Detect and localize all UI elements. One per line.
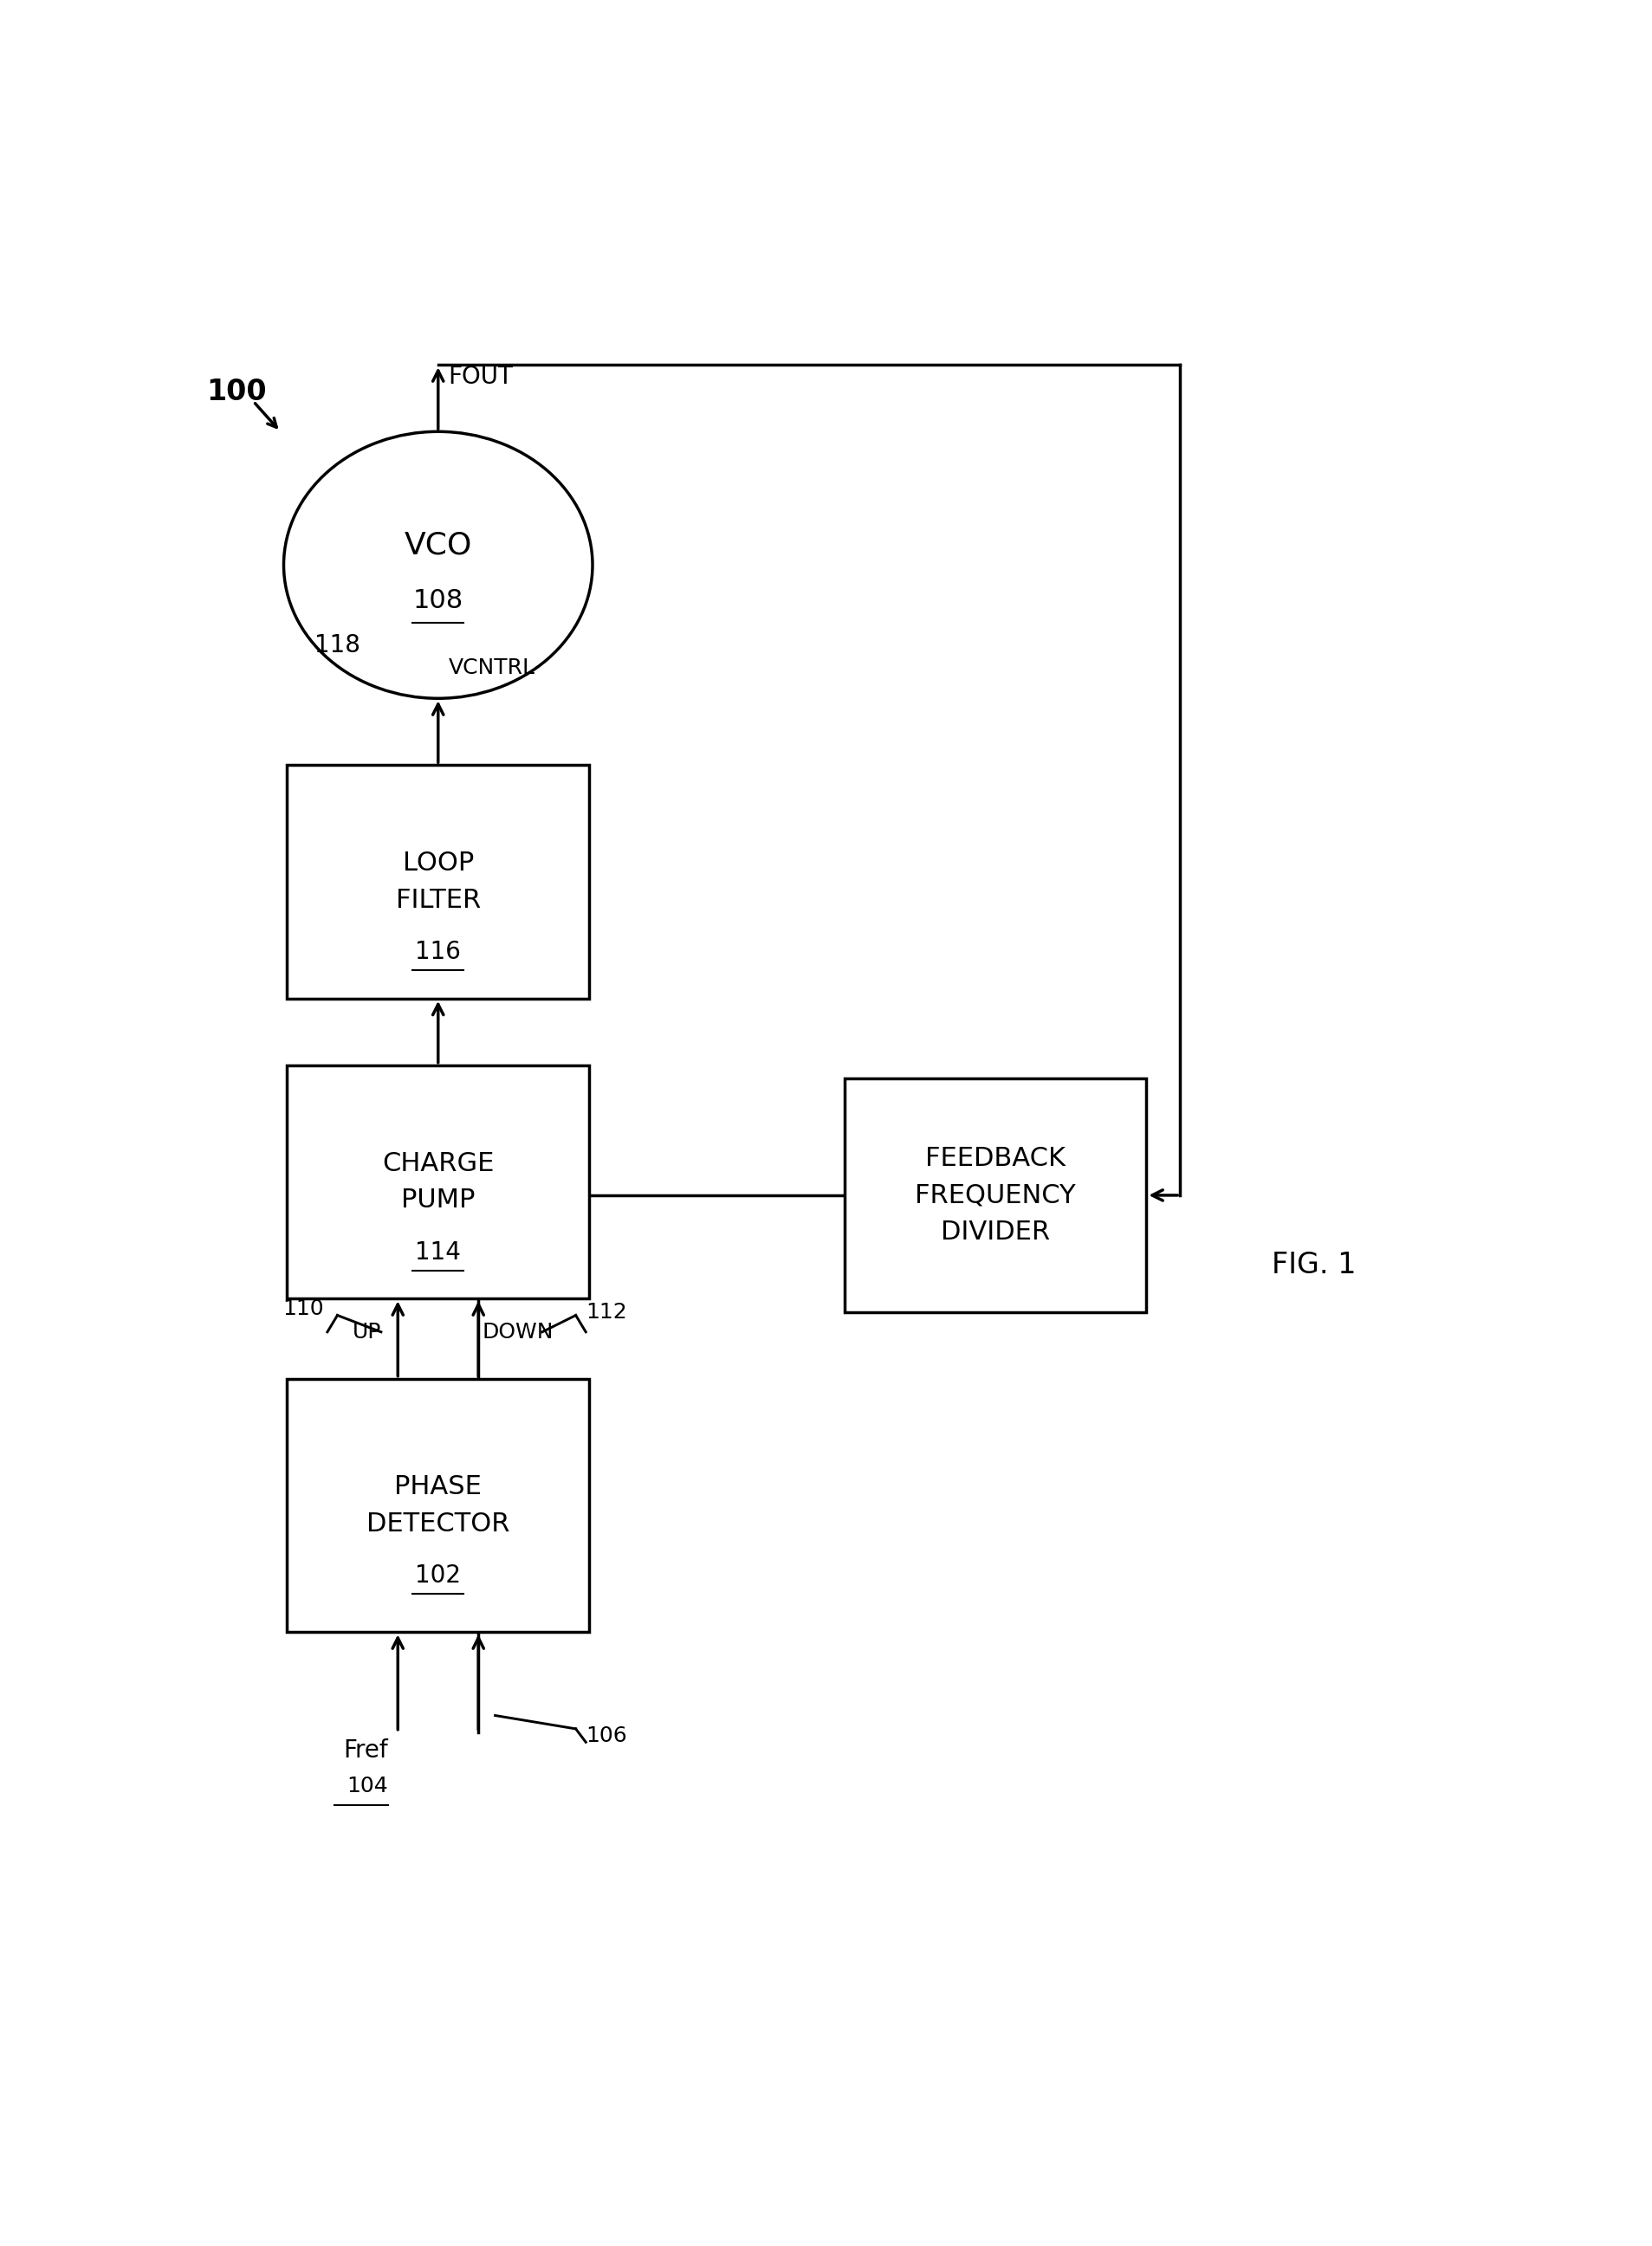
Text: PUMP: PUMP (401, 1188, 476, 1213)
Text: 112: 112 (586, 1303, 628, 1323)
Text: 110: 110 (282, 1298, 324, 1318)
Text: FREQUENCY: FREQUENCY (915, 1184, 1075, 1208)
Text: DIVIDER: DIVIDER (940, 1220, 1051, 1244)
Text: 118: 118 (314, 633, 360, 658)
Text: CHARGE: CHARGE (382, 1150, 494, 1177)
Text: Fref: Fref (344, 1738, 388, 1763)
Text: 108: 108 (413, 588, 463, 613)
Text: 106: 106 (586, 1725, 628, 1745)
Text: FEEDBACK: FEEDBACK (925, 1145, 1066, 1170)
Text: PHASE: PHASE (395, 1473, 482, 1500)
FancyBboxPatch shape (287, 766, 590, 999)
Text: VCO: VCO (405, 530, 472, 559)
FancyBboxPatch shape (844, 1078, 1146, 1312)
Text: LOOP: LOOP (403, 851, 474, 876)
FancyBboxPatch shape (287, 1065, 590, 1298)
Text: DETECTOR: DETECTOR (367, 1512, 510, 1536)
Text: FOUT: FOUT (448, 364, 514, 389)
Text: UP: UP (352, 1321, 382, 1343)
Text: VCNTRL: VCNTRL (448, 658, 535, 678)
Text: 102: 102 (415, 1563, 461, 1588)
Text: 100: 100 (206, 377, 268, 407)
Ellipse shape (284, 431, 593, 699)
Text: FIG. 1: FIG. 1 (1272, 1251, 1356, 1280)
Text: FILTER: FILTER (395, 887, 481, 912)
FancyBboxPatch shape (287, 1379, 590, 1633)
Text: 116: 116 (415, 941, 461, 964)
Text: 114: 114 (415, 1240, 461, 1264)
Text: DOWN: DOWN (482, 1321, 553, 1343)
Text: 104: 104 (347, 1777, 388, 1797)
